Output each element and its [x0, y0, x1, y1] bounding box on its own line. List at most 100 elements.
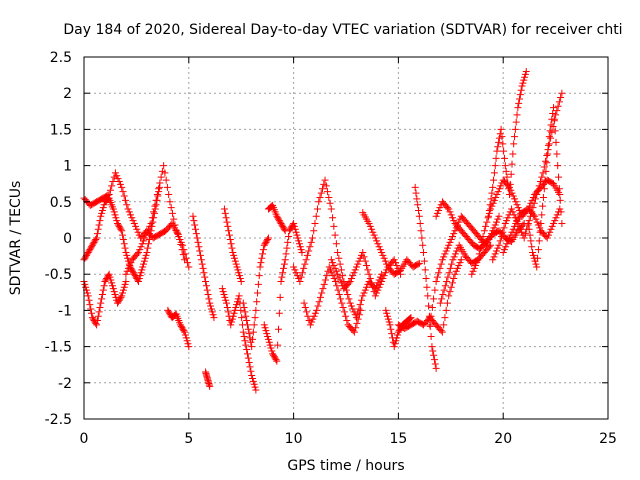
data-point [144, 244, 152, 252]
data-point [556, 205, 564, 213]
data-point [501, 162, 509, 170]
data-point [479, 233, 487, 241]
data-point [537, 178, 545, 186]
data-point [338, 299, 346, 307]
data-point [430, 356, 438, 364]
data-point [445, 241, 453, 249]
data-point [264, 235, 272, 243]
series-track-a [80, 169, 189, 264]
data-point [264, 335, 272, 343]
data-point [485, 212, 493, 220]
data-point [385, 318, 393, 326]
data-point [175, 233, 183, 241]
data-point [533, 218, 541, 226]
data-point [489, 227, 497, 235]
data-point [145, 240, 153, 248]
data-point [497, 182, 505, 190]
data-point [287, 224, 295, 232]
data-point [249, 374, 257, 382]
data-point [94, 312, 102, 320]
data-point [156, 179, 164, 187]
data-point [179, 325, 187, 333]
data-point [125, 208, 133, 216]
data-point [107, 276, 115, 284]
data-point [423, 283, 431, 291]
data-point [343, 317, 351, 325]
data-point [413, 195, 421, 203]
data-point [337, 279, 345, 287]
data-point [553, 107, 561, 115]
data-point [207, 305, 215, 313]
data-point [440, 286, 448, 294]
data-point [88, 309, 96, 317]
data-point [422, 275, 430, 283]
data-point [455, 218, 463, 226]
data-point [452, 267, 460, 275]
data-point [544, 150, 552, 158]
data-point [390, 256, 398, 264]
data-point [134, 277, 142, 285]
data-point [126, 262, 134, 270]
data-point [540, 163, 548, 171]
data-point [85, 247, 93, 255]
data-point [201, 273, 209, 281]
data-point [297, 246, 305, 254]
data-point [521, 73, 529, 81]
data-point [438, 328, 446, 336]
data-point [119, 235, 127, 243]
data-point [405, 315, 413, 323]
data-point [196, 247, 204, 255]
data-point [323, 272, 331, 280]
data-point [363, 283, 371, 291]
data-point [141, 254, 149, 262]
data-point [182, 334, 190, 342]
data-point [268, 347, 276, 355]
data-point [365, 220, 373, 228]
data-point [290, 220, 298, 228]
y-axis-label: SDTVAR / TECUs [8, 181, 24, 296]
data-point [550, 220, 558, 228]
data-point [379, 251, 387, 259]
data-point [483, 218, 491, 226]
data-point [93, 317, 101, 325]
data-point [128, 214, 136, 222]
data-point [550, 104, 558, 112]
data-point [162, 176, 170, 184]
data-point [332, 267, 340, 275]
data-point [452, 224, 460, 232]
data-point [495, 138, 503, 146]
data-point [387, 325, 395, 333]
data-point [208, 308, 216, 316]
data-point [487, 195, 495, 203]
data-point [330, 222, 338, 230]
data-point [110, 208, 118, 216]
data-point [533, 191, 541, 199]
data-point [436, 299, 444, 307]
data-point [369, 283, 377, 291]
data-point [492, 218, 500, 226]
data-point [181, 250, 189, 258]
data-point [470, 264, 478, 272]
data-point [352, 324, 360, 332]
data-point [543, 234, 551, 242]
data-point [92, 235, 100, 243]
data-point [141, 234, 149, 242]
data-point [306, 243, 314, 251]
data-point [259, 246, 267, 254]
data-point [121, 244, 129, 252]
data-point [376, 246, 384, 254]
data-point [500, 154, 508, 162]
data-point [283, 244, 291, 252]
data-point [114, 220, 122, 228]
data-point [442, 306, 450, 314]
data-point [120, 192, 128, 200]
series-track-aa [499, 205, 564, 256]
data-point [237, 277, 245, 285]
data-point [312, 212, 320, 220]
data-point [363, 262, 371, 270]
data-point [526, 231, 534, 239]
data-point [522, 67, 530, 75]
data-point [539, 193, 547, 201]
data-point [495, 212, 503, 220]
data-point [455, 262, 463, 270]
